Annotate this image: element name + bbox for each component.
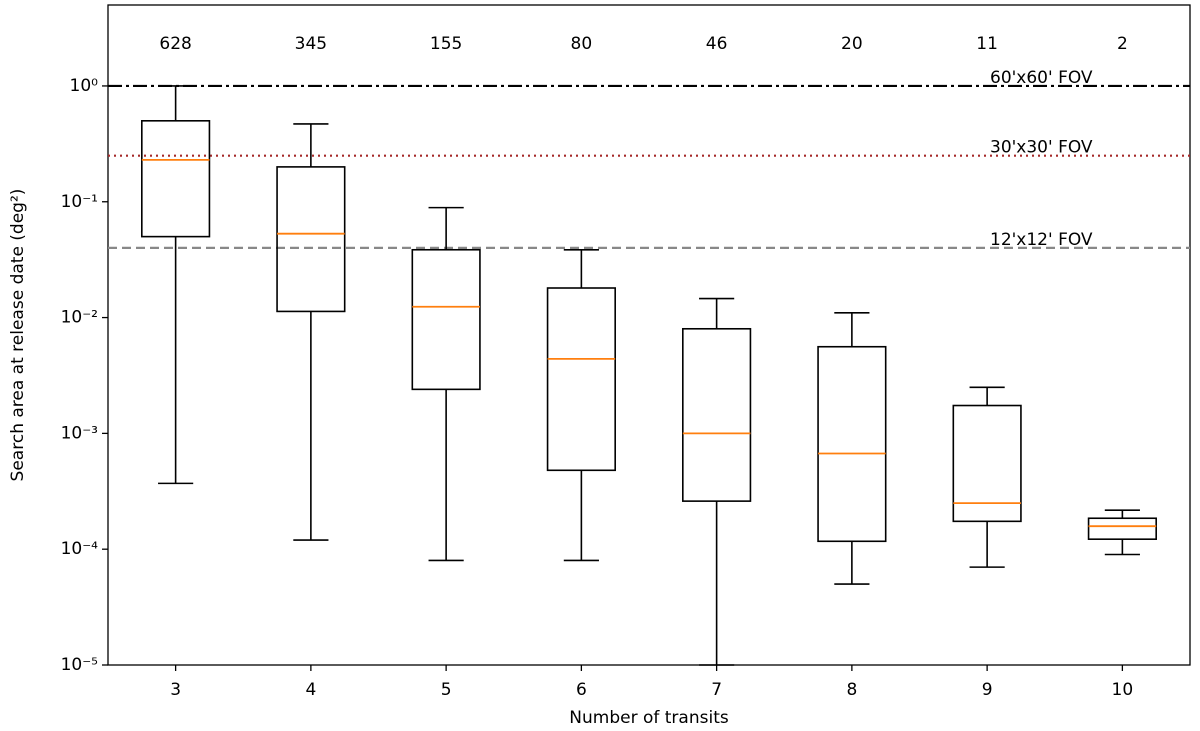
box [817,345,887,543]
box [1087,517,1157,540]
count-label: 345 [295,34,327,54]
box [276,166,346,313]
x-tick-label: 3 [170,680,181,700]
reference-label: 60'x60' FOV [990,68,1093,88]
count-label: 80 [571,34,593,54]
x-tick-label: 10 [1112,680,1134,700]
box [682,327,752,502]
count-label: 20 [841,34,863,54]
x-tick-label: 5 [441,680,452,700]
y-tick-label: 10⁻⁴ [61,539,99,559]
y-tick-label: 10⁻¹ [61,192,98,212]
x-tick-label: 7 [711,680,722,700]
reference-label: 30'x30' FOV [990,138,1093,158]
box [546,287,616,472]
reference-label: 12'x12' FOV [990,230,1093,250]
box [411,248,481,391]
count-label: 2 [1117,34,1128,54]
count-label: 46 [706,34,728,54]
count-label: 628 [159,34,191,54]
box [952,404,1022,523]
x-tick-label: 4 [305,680,316,700]
y-tick-label: 10⁻⁵ [61,655,98,675]
box [141,120,211,238]
y-axis-label: Search area at release date (deg²) [8,189,28,482]
x-tick-label: 9 [982,680,993,700]
y-tick-label: 10⁰ [70,76,99,96]
y-tick-label: 10⁻² [61,308,98,328]
count-label: 11 [976,34,998,54]
y-tick-label: 10⁻³ [61,423,98,443]
x-tick-label: 8 [846,680,857,700]
count-label: 155 [430,34,462,54]
x-axis-label: Number of transits [569,708,729,728]
x-tick-label: 6 [576,680,587,700]
plot-frame [107,4,1191,666]
